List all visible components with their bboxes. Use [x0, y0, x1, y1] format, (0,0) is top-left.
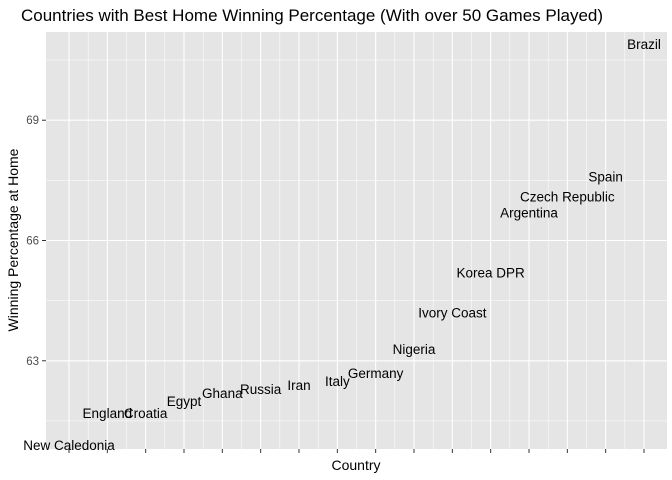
y-tick-label: 66 — [26, 236, 39, 248]
point-label: Korea DPR — [457, 266, 526, 281]
x-axis-title: Country — [331, 457, 380, 473]
point-label: Germany — [348, 366, 404, 381]
point-label: Italy — [325, 374, 350, 389]
point-label: Egypt — [167, 394, 202, 409]
point-label: Argentina — [500, 205, 558, 220]
point-label: New Caledonia — [23, 438, 115, 453]
point-label: Ghana — [202, 386, 243, 401]
y-tick-label: 63 — [26, 356, 39, 368]
point-label: England — [83, 406, 133, 421]
point-label: Ivory Coast — [418, 306, 487, 321]
chart-title: Countries with Best Home Winning Percent… — [21, 6, 603, 25]
point-label: Croatia — [124, 406, 168, 421]
point-label: Czech Republic — [520, 189, 615, 204]
point-label: Brazil — [627, 37, 661, 52]
major-gridlines — [46, 32, 667, 449]
point-label: Russia — [240, 382, 282, 397]
point-label: Nigeria — [393, 342, 436, 357]
point-labels: New Caledonia EnglandCroatiaEgyptGhanaRus… — [23, 37, 661, 453]
y-tick-label: 69 — [26, 115, 39, 127]
y-tick-labels: 63 66 69 — [26, 115, 39, 368]
axis-ticks — [42, 119, 645, 453]
point-label: Iran — [287, 378, 310, 393]
y-axis-title: Winning Percentage at Home — [5, 148, 21, 331]
point-label: Spain — [588, 169, 623, 184]
